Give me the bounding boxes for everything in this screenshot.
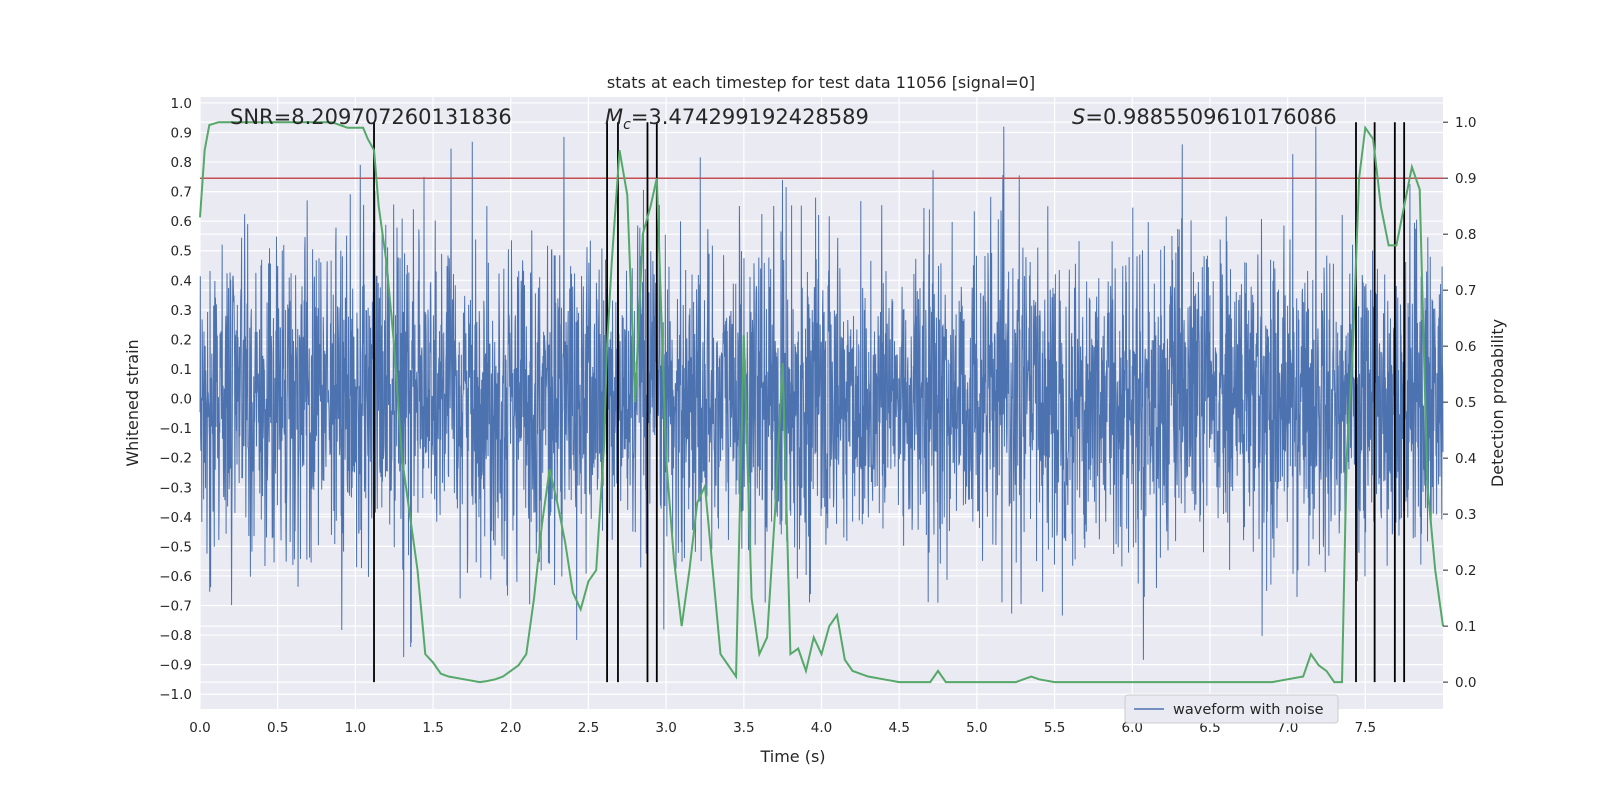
x-tick-label: 3.0 [655,720,676,736]
s-value: =0.9885509610176086 [1085,105,1336,129]
y-right-tick-label: 1.0 [1455,115,1476,131]
y-right-tick-label: 0.1 [1455,619,1476,635]
mc-symbol: M [605,105,623,129]
s-symbol: S [1072,105,1085,129]
y-left-tick-label: −0.3 [159,480,192,496]
y-axis-left-ticks: 1.0 0.9 0.8 0.7 0.6 0.5 0.4 0.3 0.2 0.1 0.0 −0.1 −0.… [159,96,192,703]
y-left-tick-label: −0.6 [159,569,192,585]
x-tick-label: 0.5 [267,720,288,736]
y-left-tick-label: 0.0 [171,392,192,408]
chart-title: stats at each timestep for test data 110… [607,73,1035,92]
y-left-tick-label: −0.4 [159,510,192,526]
y-right-tick-label: 0.6 [1455,339,1476,355]
chirp-mass-annotation: Mc=3.474299192428589 [605,105,869,133]
x-tick-label: 4.5 [888,720,909,736]
y-left-tick-label: −0.7 [159,599,192,615]
x-tick-label: 6.5 [1199,720,1220,736]
y-right-tick-label: 0.0 [1455,675,1476,691]
legend-box [1124,694,1339,724]
y-right-tick-label: 0.9 [1455,171,1476,187]
y-right-tick-label: 0.5 [1455,395,1476,411]
y-left-tick-label: 0.6 [171,214,192,230]
detection-probability-line [199,121,1444,684]
x-tick-label: 1.0 [345,720,366,736]
y-left-tick-label: −0.8 [159,628,192,644]
event-lines [373,122,1406,683]
y-axis-left-label: Whitened strain [123,339,142,466]
x-tick-label: 6.0 [1122,720,1143,736]
mc-value: =3.474299192428589 [631,105,869,129]
y-left-tick-label: −0.5 [159,539,192,555]
detection-probability-series [199,121,1444,684]
y-left-tick-label: 0.3 [171,303,192,319]
x-tick-label: 7.0 [1277,720,1298,736]
legend-label-waveform: waveform with noise [1173,702,1324,718]
y-left-tick-label: 1.0 [171,96,192,112]
x-tick-label: 1.5 [422,720,443,736]
y-left-tick-label: 0.8 [171,155,192,171]
y-left-tick-label: 0.2 [171,332,192,348]
y-left-tick-label: 0.4 [171,273,192,289]
x-tick-label: 0.0 [189,720,210,736]
y-right-tick-label: 0.7 [1455,283,1476,299]
x-tick-label: 4.0 [811,720,832,736]
y-left-tick-label: −1.0 [159,687,192,703]
y-right-tick-label: 0.4 [1455,451,1476,467]
y-right-tick-label: 0.8 [1455,227,1476,243]
y-left-tick-label: −0.2 [159,451,192,467]
x-tick-label: 5.5 [1044,720,1065,736]
x-tick-label: 3.5 [733,720,754,736]
y-axis-right-ticks: 1.0 0.9 0.8 0.7 0.6 0.5 0.4 0.3 0.2 0.1 0.0 [1443,115,1476,691]
y-axis-right-label: Detection probability [1488,319,1507,487]
x-tick-label: 5.0 [966,720,987,736]
x-axis-ticks: 0.0 0.5 1.0 1.5 2.0 2.5 3.0 3.5 4.0 4.5 5.0 5.5 6.0 6… [189,720,1376,736]
y-right-tick-label: 0.3 [1455,507,1476,523]
x-tick-label: 2.5 [578,720,599,736]
waveform-series [199,126,1444,660]
x-axis-label: Time (s) [759,747,825,766]
y-left-tick-label: 0.1 [171,362,192,378]
y-left-tick-label: 0.7 [171,185,192,201]
y-left-tick-label: 0.9 [171,125,192,141]
x-tick-label: 7.5 [1355,720,1376,736]
s-annotation: S=0.9885509610176086 [1072,105,1337,129]
legend: waveform with noise [1124,694,1339,724]
x-tick-label: 2.0 [500,720,521,736]
y-left-tick-label: −0.9 [159,658,192,674]
mc-subscript: c [623,117,631,133]
snr-annotation: SNR=8.209707260131836 [230,105,512,129]
waveform-line [199,126,1444,660]
y-left-tick-label: 0.5 [171,244,192,260]
y-left-tick-label: −0.1 [159,421,192,437]
y-right-tick-label: 0.2 [1455,563,1476,579]
